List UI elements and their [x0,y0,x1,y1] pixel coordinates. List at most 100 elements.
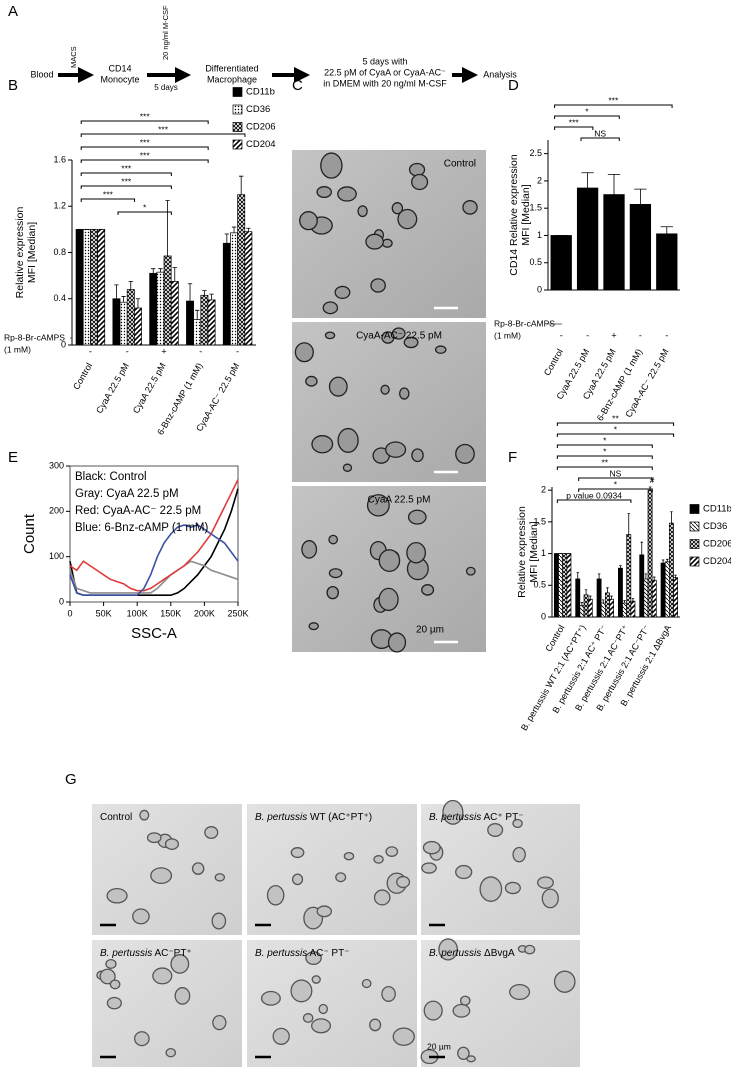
panel-letters: A B C D E F G [8,3,519,788]
significance-label: p value 0.0934 [566,490,622,500]
error-bar [209,293,214,300]
bar [587,598,593,618]
micrograph-label: B. pertussis AC⁻PT⁺ [100,948,192,959]
step-label: in DMEM with 20 ng/ml M-CSF [323,78,447,88]
cell [385,846,399,857]
error-bar [121,296,126,303]
cell [373,889,391,906]
legend-label: Gray: CyaA 22.5 pM [75,488,179,500]
panel-letter: A [8,3,18,20]
bar [163,255,172,346]
significance-bracket [580,137,620,141]
cell [512,818,523,829]
treatment-mark: - [126,346,129,356]
micrograph [247,804,417,935]
strain-name: AC⁻PT⁺ [154,948,191,959]
significance-label: *** [569,117,580,127]
cell [311,435,334,454]
error-bar [619,565,622,569]
y-tick-label: 1.2 [53,201,66,211]
significance-bracket [556,455,653,459]
plot-frame [69,465,239,603]
y-tick-label: 0.4 [53,293,66,303]
x-axis-label: SSC-A [131,625,177,642]
series-line [69,524,239,596]
cell [342,463,353,472]
y-tick-label: 0.8 [53,247,66,257]
error-bar [165,200,170,256]
cell [403,336,419,349]
cell [311,1018,332,1034]
bar [600,602,606,618]
y-axis-label: Relative expression [14,207,26,299]
error-bar [652,576,656,581]
treatment-label: (1 mM) [4,344,31,354]
significance-label: * [614,479,618,489]
bar [126,289,135,346]
x-tick-label: 0 [67,608,72,618]
micrograph-label: B. pertussis ΔBvgA [429,948,515,959]
bar [562,553,568,618]
bar [626,534,632,618]
micrograph-image [421,940,580,1067]
micrograph-label: CyaA-AC⁻ 22.5 pM [356,331,442,342]
treatment-mark: + [161,346,166,356]
bar [603,194,625,291]
error-bar [202,290,207,296]
significance-bracket [556,422,675,426]
cell [337,427,359,453]
legend-swatch [232,87,243,97]
y-tick-label: 1 [537,230,542,240]
error-bar [627,513,630,535]
cell [512,846,526,863]
legend-label: CD204 [703,556,731,567]
arrow-note: 20 ng/ml M-CSF [161,5,170,60]
significance-label: *** [608,95,619,105]
error-bar [239,175,244,195]
error-bar [584,589,588,595]
bar [149,272,158,346]
error-bar [187,283,193,302]
cell [397,208,418,230]
legend-swatch [689,556,700,567]
treatment-label: Rp-8-Br-cAMPS [4,332,65,342]
step-label: Macrophage [207,74,257,84]
significance-label: *** [121,176,132,186]
cell [370,278,386,293]
y-tick-label: 0.5 [529,257,542,267]
x-tick-label: 200K [194,608,215,618]
error-bar [128,281,133,290]
significance-label: * [585,106,589,116]
x-tick-label: 150K [160,608,181,618]
error-bar [597,573,601,579]
cell [99,968,116,985]
cell [106,996,122,1010]
y-tick-label: 0 [59,596,64,606]
bar [647,489,653,618]
cell [165,1047,177,1058]
micrograph [292,150,486,318]
significance-label: * [143,202,147,212]
bar [639,554,645,618]
significance-bracket [554,126,594,130]
cell [411,173,429,191]
x-tick-label: 100K [127,608,148,618]
cell [434,345,447,354]
micrograph-label: Control [100,812,132,823]
cell [301,540,318,559]
error-bar [674,574,677,578]
y-tick-label: 0.5 [533,580,546,590]
species-name: B. pertussis [429,948,481,959]
cell [335,872,347,883]
y-tick-label: 1 [541,548,546,558]
panel-letter: E [8,449,18,466]
cell [411,448,424,463]
treatment-mark: + [611,330,616,340]
y-tick-label: 0 [61,339,66,349]
error-bar [172,267,177,282]
species-name: B. pertussis [100,948,152,959]
bar [186,300,194,346]
cell [438,938,458,961]
cell [387,632,407,653]
